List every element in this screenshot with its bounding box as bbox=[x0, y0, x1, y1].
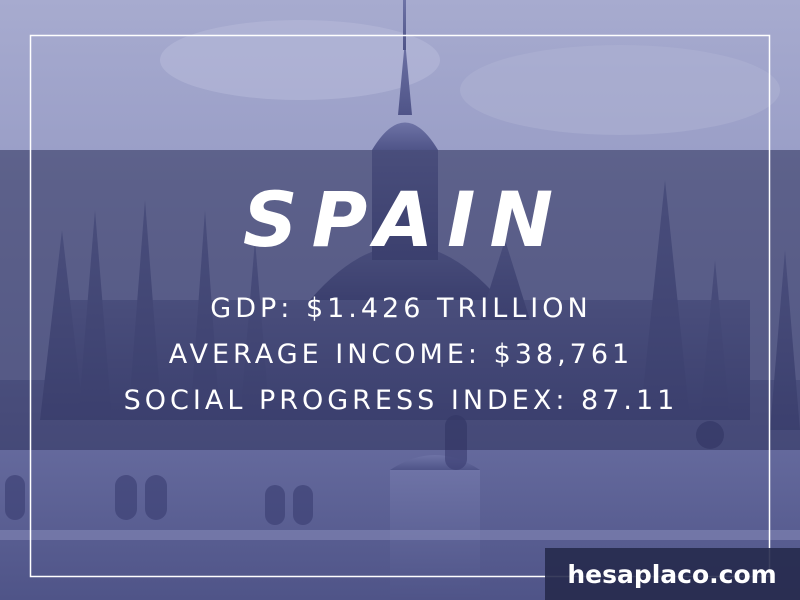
stat-line: SOCIAL PROGRESS INDEX: 87.11 bbox=[124, 385, 679, 416]
text-band bbox=[0, 150, 800, 450]
title: SPAIN bbox=[243, 175, 567, 264]
stat-line: GDP: $1.426 TRILLION bbox=[210, 293, 591, 324]
stat-line: AVERAGE INCOME: $38,761 bbox=[169, 339, 633, 370]
frame bbox=[29, 34, 771, 578]
watermark-box bbox=[545, 548, 800, 600]
watermark: hesaplaco.com bbox=[567, 560, 776, 589]
